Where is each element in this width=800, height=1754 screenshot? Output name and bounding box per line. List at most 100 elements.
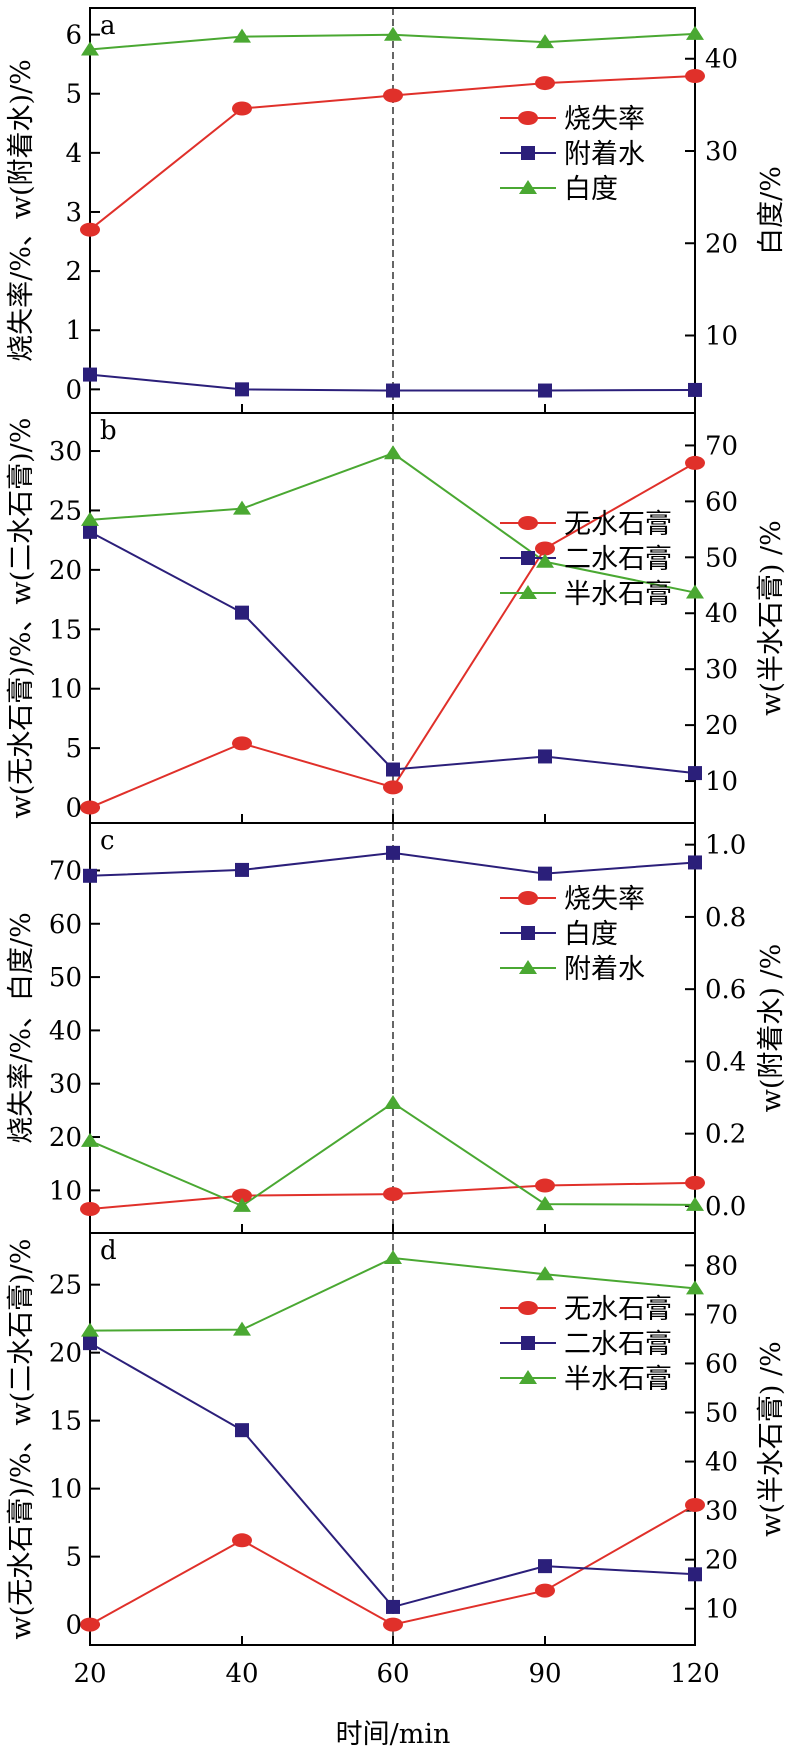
data-point-a-0-2: [383, 88, 403, 103]
data-point-d-0-2: [383, 1617, 403, 1632]
left-tick-label: 60: [49, 910, 82, 940]
legend-label-c-2: 附着水: [564, 954, 645, 985]
data-point-d-2-2: [384, 1250, 402, 1265]
data-point-d-0-3: [535, 1583, 555, 1598]
left-axis-label-b: w(无水石膏)/%、w(二水石膏)/%: [6, 418, 37, 819]
data-point-b-1-2: [386, 762, 400, 777]
data-point-a-2-2: [384, 26, 402, 41]
left-tick-label: 6: [65, 21, 82, 51]
x-tick-label: 90: [528, 1659, 561, 1689]
legend-marker-c-2: [519, 960, 537, 974]
data-point-d-1-4: [688, 1567, 702, 1582]
right-tick-label: 50: [705, 543, 738, 573]
plot-frames: [89, 7, 696, 1646]
left-tick-label: 0: [65, 794, 82, 824]
right-tick-label: 10: [705, 322, 738, 352]
data-point-d-1-0: [83, 1336, 97, 1351]
data-point-c-0-2: [383, 1187, 403, 1202]
legend-marker-d-1: [521, 1336, 535, 1350]
data-point-a-1-3: [538, 383, 552, 398]
data-point-c-1-3: [538, 866, 552, 881]
right-tick-label: 20: [705, 1546, 738, 1576]
right-tick-label: 60: [705, 1349, 738, 1379]
left-tick-label: 0: [65, 375, 82, 405]
data-point-a-0-3: [535, 76, 555, 91]
right-tick-label: 40: [705, 599, 738, 629]
left-tick-label: 30: [49, 437, 82, 467]
data-point-c-2-4: [686, 1196, 704, 1211]
left-tick-label: 20: [49, 556, 82, 586]
data-point-c-0-4: [685, 1175, 705, 1190]
left-tick-label: 5: [65, 734, 82, 764]
left-tick-label: 50: [49, 963, 82, 993]
data-point-b-2-1: [233, 500, 251, 515]
left-tick-label: 20: [49, 1123, 82, 1153]
data-point-a-0-0: [80, 222, 100, 237]
panel-label-c: c: [100, 826, 115, 856]
left-axis-label-d: w(无水石膏)/%、w(二水石膏)/%: [6, 1239, 37, 1640]
right-axis-label-d: w(半水石膏) /%: [756, 1341, 787, 1537]
right-tick-label: 40: [705, 1448, 738, 1478]
right-tick-label: 40: [705, 45, 738, 75]
data-point-d-1-3: [538, 1559, 552, 1574]
data-point-c-1-4: [688, 855, 702, 870]
right-axis-label-c: w(附着水) /%: [756, 944, 787, 1113]
legend-label-a-0: 烧失率: [564, 104, 645, 135]
data-point-c-2-2: [384, 1094, 402, 1109]
right-axis-label-b: w(半水石膏) /%: [756, 520, 787, 716]
legend-label-c-0: 烧失率: [564, 884, 645, 915]
data-point-d-0-4: [685, 1497, 705, 1512]
legend-marker-a-1: [521, 146, 535, 160]
data-point-b-2-2: [384, 445, 402, 460]
right-tick-label: 0.6: [705, 975, 746, 1005]
data-point-b-1-3: [538, 749, 552, 764]
data-point-b-0-1: [232, 736, 252, 751]
data-point-b-2-3: [536, 553, 554, 568]
right-tick-label: 0.0: [705, 1192, 746, 1222]
data-point-d-2-1: [233, 1321, 251, 1336]
x-axis-label: 时间/min: [336, 1719, 451, 1750]
data-point-a-0-1: [232, 101, 252, 116]
data-point-c-0-3: [535, 1178, 555, 1193]
right-tick-label: 80: [705, 1251, 738, 1281]
legend-marker-b-2: [519, 585, 537, 599]
left-tick-label: 10: [49, 1176, 82, 1206]
right-tick-label: 1.0: [705, 831, 746, 861]
data-point-a-2-1: [233, 28, 251, 43]
legend-marker-c-1: [521, 926, 535, 940]
data-point-a-2-4: [686, 25, 704, 40]
left-tick-label: 4: [65, 139, 82, 169]
data-point-b-2-4: [686, 584, 704, 599]
legend-label-b-1: 二水石膏: [564, 544, 672, 575]
data-point-a-1-2: [386, 383, 400, 398]
data-point-d-2-4: [686, 1280, 704, 1295]
legend-marker-b-1: [521, 551, 535, 565]
right-tick-label: 0.2: [705, 1120, 746, 1150]
right-axis-label-a: 白度/%: [756, 166, 787, 255]
left-tick-label: 5: [65, 1543, 82, 1573]
x-tick-label: 60: [376, 1659, 409, 1689]
data-point-d-0-0: [80, 1617, 100, 1632]
panel-label-b: b: [100, 416, 117, 446]
right-tick-label: 0.8: [705, 903, 746, 933]
data-point-b-0-2: [383, 780, 403, 795]
data-point-c-2-0: [81, 1132, 99, 1147]
right-tick-label: 10: [705, 1595, 738, 1625]
data-point-c-2-3: [536, 1196, 554, 1211]
data-point-b-2-0: [81, 511, 99, 526]
legend-marker-a-2: [519, 180, 537, 194]
data-point-a-2-3: [536, 34, 554, 49]
legend-label-d-0: 无水石膏: [564, 1294, 672, 1325]
data-point-b-0-0: [80, 800, 100, 815]
left-tick-label: 15: [49, 615, 82, 645]
legend-marker-c-0: [518, 891, 538, 905]
data-point-c-1-1: [235, 862, 249, 877]
data-point-a-1-0: [83, 367, 97, 382]
x-tick-label: 20: [73, 1659, 106, 1689]
data-point-a-1-4: [688, 382, 702, 397]
right-tick-label: 70: [705, 1300, 738, 1330]
left-tick-label: 20: [49, 1339, 82, 1369]
legend-label-b-0: 无水石膏: [564, 509, 672, 540]
data-point-b-0-4: [685, 455, 705, 470]
